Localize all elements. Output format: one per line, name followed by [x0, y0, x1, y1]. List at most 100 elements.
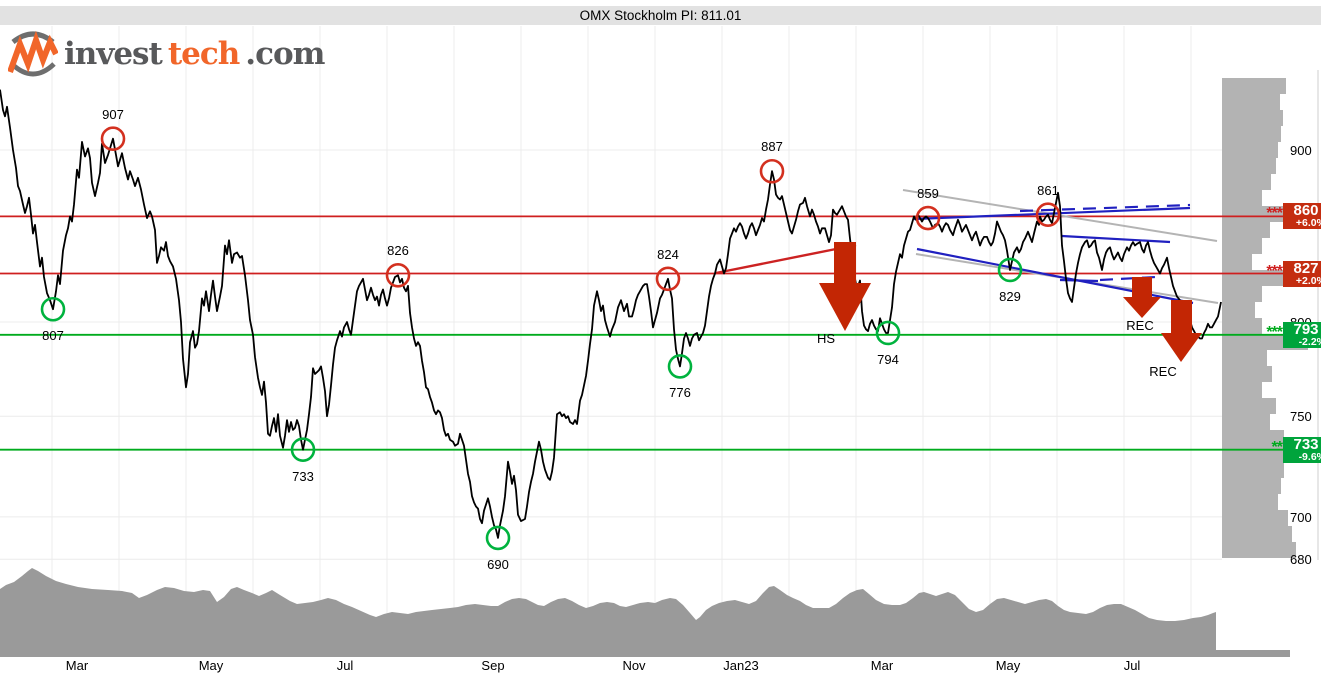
point-label-826: 826 [387, 243, 409, 259]
arrow-head [1161, 333, 1202, 362]
volume-profile-bar [1222, 398, 1276, 414]
level-value: 733 [1293, 435, 1319, 453]
volume-profile-bar [1222, 174, 1271, 190]
volume-baseline-strip [0, 650, 1290, 657]
price-line [0, 89, 1222, 539]
x-tick-May: May [198, 658, 224, 673]
level-stars-793: *** [1266, 323, 1283, 341]
level-box-860: 860+6.0% [1283, 202, 1321, 230]
circle-794 [875, 320, 901, 346]
volume-area [0, 568, 1216, 657]
x-tick-May: May [995, 658, 1021, 673]
volume-profile-bar [1222, 430, 1284, 446]
volume-profile-bar [1222, 110, 1283, 126]
circle-861 [1035, 202, 1061, 227]
volume-profile-bar [1222, 254, 1252, 270]
breakdown-arrow-3 [1161, 300, 1202, 362]
volume-profile-bar [1222, 542, 1296, 558]
point-label-794: 794 [877, 351, 899, 367]
x-tick-Mar: Mar [65, 658, 89, 673]
point-label-861: 861 [1037, 182, 1059, 198]
volume-profile-bar [1222, 462, 1284, 478]
level-change-pct: +2.0% [1295, 274, 1321, 287]
volume-profile-bar [1222, 190, 1262, 206]
level-box-793: 793-2.2% [1283, 320, 1321, 348]
circle-807 [40, 296, 66, 322]
point-label-690: 690 [487, 556, 509, 572]
level-change-pct: +6.0% [1295, 217, 1321, 230]
red-neckline [715, 243, 857, 275]
volume-profile-bar [1222, 78, 1286, 94]
circle-907 [100, 126, 126, 151]
volume-profile-bar [1222, 366, 1272, 382]
circle-824 [655, 266, 681, 292]
circle-733 [290, 437, 316, 462]
point-label-824: 824 [657, 246, 679, 262]
pattern-label-rec-1: REC [1126, 318, 1154, 333]
level-box-827: 827+2.0% [1283, 259, 1321, 287]
point-label-829: 829 [999, 288, 1021, 304]
level-stars-733: ** [1271, 438, 1283, 456]
x-tick-Jan23: Jan23 [723, 658, 759, 673]
point-label-807: 807 [42, 328, 64, 344]
volume-profile-bar [1222, 286, 1262, 302]
investtech-logo[interactable]: invest tech .com [8, 28, 325, 80]
level-value: 793 [1293, 320, 1319, 338]
volume-profile-bar [1222, 478, 1281, 494]
blue-trendline-dashed [1019, 203, 1191, 213]
pattern-label-rec-2: REC [1149, 364, 1177, 379]
volume-profile-bar [1222, 350, 1267, 366]
circle-887 [759, 158, 785, 184]
arrow-head [1123, 297, 1161, 318]
level-stars-827: *** [1266, 262, 1283, 280]
y-tick-700: 700 [1290, 509, 1312, 525]
volume-profile-bar [1222, 382, 1262, 398]
title-bar: OMX Stockholm PI: 811.01 [0, 6, 1321, 25]
circle-859 [915, 205, 941, 231]
breakdown-arrow-2 [1123, 277, 1161, 318]
volume-profile-bar [1222, 238, 1262, 254]
volume-profile-bar [1222, 302, 1255, 318]
level-value: 860 [1293, 202, 1319, 220]
volume-profile-bar [1222, 222, 1270, 238]
point-label-887: 887 [761, 139, 783, 155]
y-tick-680: 680 [1290, 552, 1312, 568]
level-box-733: 733-9.6% [1283, 435, 1321, 463]
blue-trendline [913, 206, 1191, 221]
circle-776 [667, 354, 693, 379]
logo-text-tech: tech [167, 36, 240, 72]
point-label-776: 776 [669, 385, 691, 401]
level-value: 827 [1293, 259, 1319, 277]
circle-829 [997, 257, 1023, 283]
arrow-shaft [834, 242, 856, 283]
logo-text-com: .com [245, 36, 325, 72]
point-label-907: 907 [102, 106, 124, 122]
grid-layer [0, 26, 1222, 650]
level-change-pct: -9.6% [1298, 450, 1321, 463]
circle-826 [385, 262, 411, 288]
x-tick-Jul: Jul [336, 658, 354, 673]
point-label-859: 859 [917, 186, 939, 202]
blue-trendline [1061, 234, 1171, 244]
investtech-logo-icon [8, 30, 58, 77]
volume-profile-bar [1222, 126, 1281, 142]
arrow-shaft [1132, 277, 1152, 297]
volume-profile-bar [1222, 494, 1278, 510]
volume-profile-bar [1222, 158, 1276, 174]
pattern-label-hs-0: HS [816, 331, 836, 346]
y-tick-900: 900 [1290, 143, 1312, 158]
volume-profile-bar [1222, 510, 1288, 526]
chart-title: OMX Stockholm PI: 811.01 [579, 8, 742, 23]
volume-profile-bar [1222, 318, 1262, 334]
level-change-pct: -2.2% [1298, 335, 1321, 348]
point-label-733: 733 [292, 468, 314, 484]
y-tick-750: 750 [1290, 409, 1312, 425]
arrow-shaft [1171, 300, 1192, 333]
level-stars-860: *** [1266, 205, 1283, 223]
x-tick-Sep: Sep [481, 658, 505, 673]
logo-text-invest: invest [64, 36, 163, 72]
volume-profile-bar [1222, 142, 1278, 158]
circle-690 [485, 525, 511, 551]
